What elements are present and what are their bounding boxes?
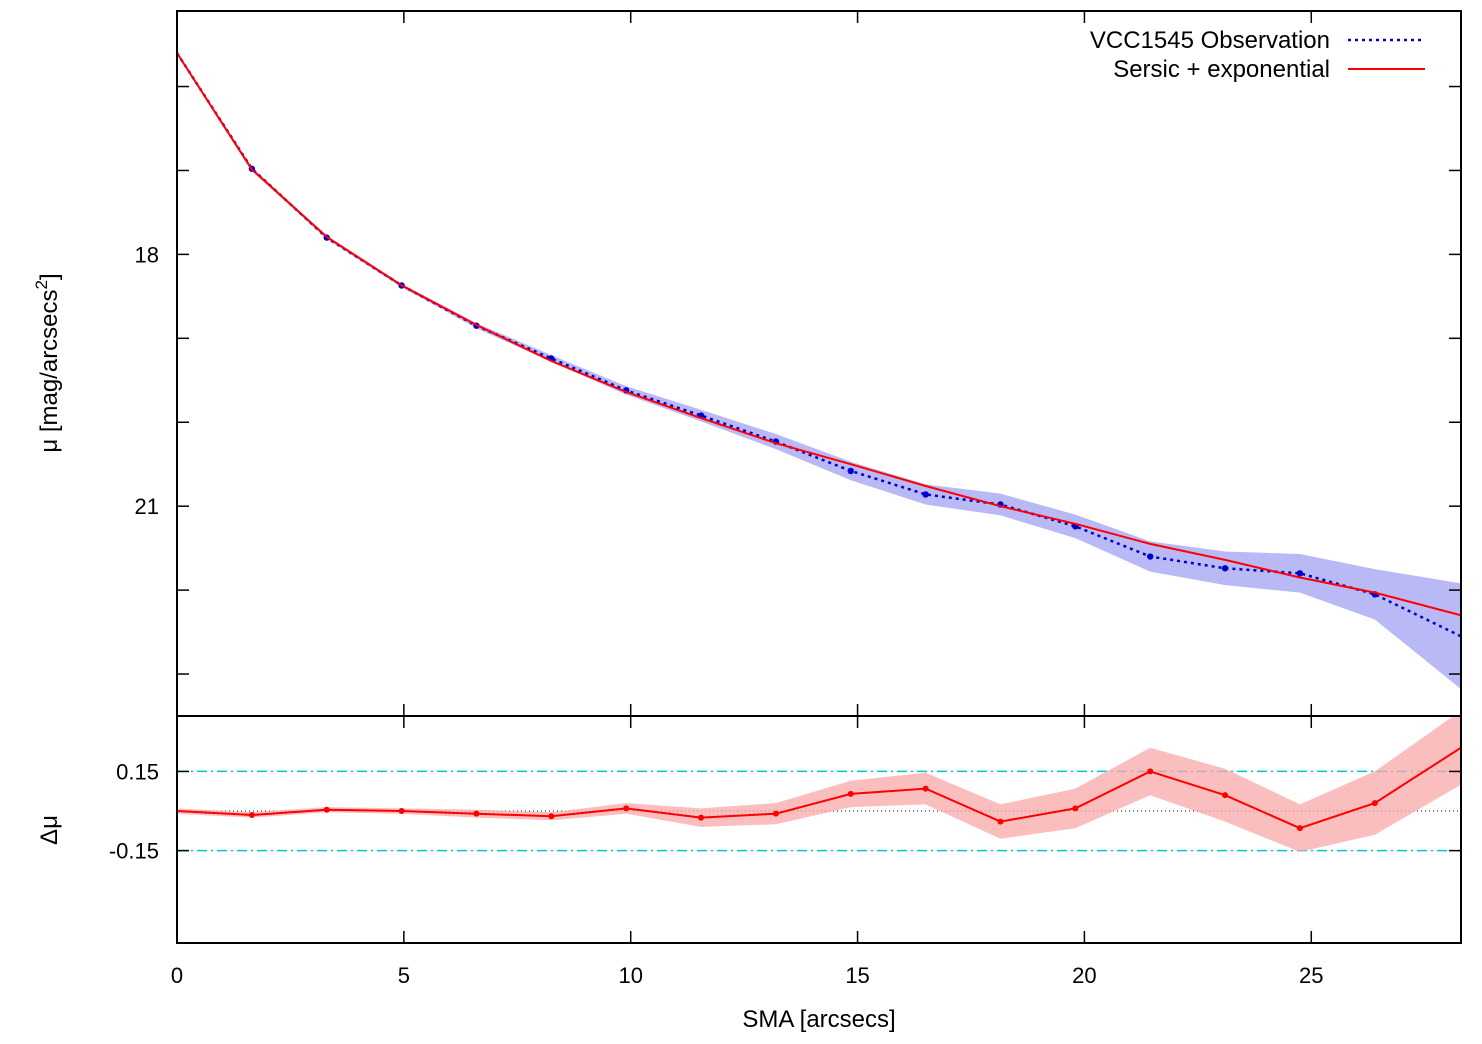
residual-point [772, 810, 779, 817]
residual-reference-lines [177, 770, 1461, 852]
residual-point [847, 790, 854, 797]
residual-point [698, 814, 705, 821]
x-tick-label: 20 [1072, 963, 1096, 988]
residual-point [1072, 805, 1079, 812]
residual-y-tick-label: -0.15 [109, 839, 159, 864]
observation-point [1147, 553, 1154, 560]
residual-point [473, 810, 480, 817]
x-tick-label: 25 [1299, 963, 1323, 988]
residual-y-tick-labels: -0.15 0.15 [109, 759, 159, 863]
residual-point [323, 806, 330, 813]
observation-point [1221, 565, 1229, 572]
legend-label-observation: VCC1545 Observation [1090, 27, 1330, 54]
residual-point [1222, 792, 1229, 799]
residual-error-band [177, 716, 1461, 852]
residual-point [1371, 800, 1378, 807]
observation-point [847, 467, 854, 475]
residual-point [248, 811, 255, 818]
x-tick-label: 15 [845, 963, 869, 988]
residual-polyline [177, 746, 1461, 830]
x-axis-title: SMA [arcsecs] [742, 1006, 895, 1033]
residual-line [177, 746, 1461, 832]
x-tick-label: 5 [398, 963, 410, 988]
legend: VCC1545 Observation Sersic + exponential [1090, 27, 1425, 83]
residual-point [1296, 825, 1303, 832]
residual-y-axis-title: Δμ [36, 815, 63, 845]
x-tick-labels: 0 5 10 15 20 25 [171, 963, 1324, 988]
profile-y-tick-label: 18 [135, 242, 159, 267]
residual-panel-frame [176, 715, 1462, 944]
x-tick-label: 0 [171, 963, 183, 988]
legend-label-model: Sersic + exponential [1113, 56, 1330, 83]
x-tick-label: 10 [618, 963, 642, 988]
residual-point [398, 808, 405, 815]
residual-point [997, 818, 1004, 825]
observation-point [922, 491, 929, 498]
residual-point [623, 805, 630, 812]
residual-error-area [177, 716, 1461, 852]
profile-lines [177, 52, 1461, 638]
residual-point [1147, 768, 1154, 775]
residual-point [548, 813, 555, 820]
observation-point [1296, 570, 1304, 577]
profile-y-axis-title: μ [mag/arcsecs2] [32, 273, 63, 452]
residual-y-tick-label: 0.15 [116, 759, 159, 784]
residual-point [922, 785, 929, 792]
profile-y-tick-label: 21 [135, 494, 159, 519]
model-line [177, 52, 1461, 617]
